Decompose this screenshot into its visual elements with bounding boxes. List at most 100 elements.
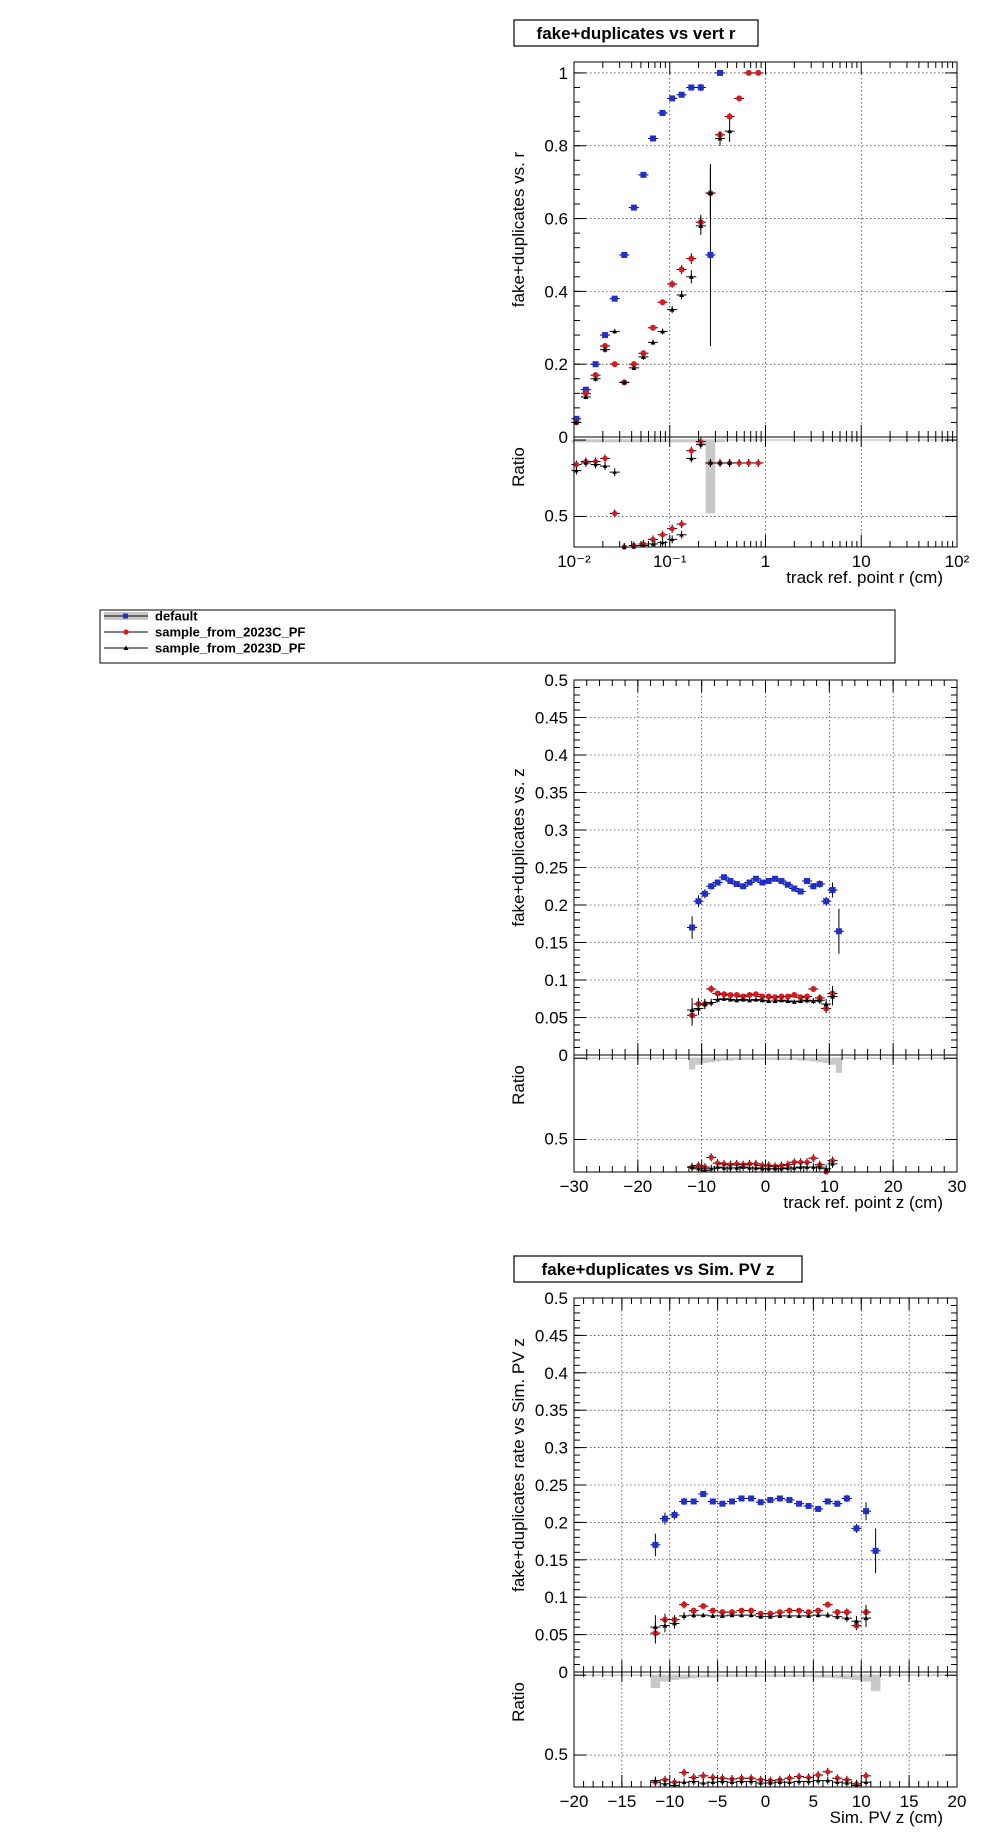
y-axis-title: fake+duplicates vs. z bbox=[509, 768, 528, 926]
data-point-default bbox=[738, 1495, 745, 1502]
ratio-band-bin bbox=[714, 1058, 721, 1062]
y-tick-label-zero: 0 bbox=[559, 1046, 568, 1065]
data-point-2023d bbox=[796, 1613, 802, 1618]
data-point-2023c bbox=[659, 299, 666, 306]
data-point-2023c bbox=[803, 993, 810, 1000]
ratio-band-bin bbox=[676, 440, 687, 443]
chart-panel-ref-z: −30 −20 −10 0 10 20 30 track ref. point z (cm) 0… bbox=[509, 671, 966, 1212]
data-point-default bbox=[872, 1547, 879, 1554]
ratio-point-2023d bbox=[709, 1166, 714, 1171]
ratio-point-2023d bbox=[689, 456, 694, 461]
ratio-point-2023d bbox=[672, 1783, 677, 1788]
data-point-default bbox=[649, 135, 656, 142]
x-tick-label: −5 bbox=[708, 1792, 727, 1811]
x-axis-title: Sim. PV z (cm) bbox=[830, 1808, 943, 1827]
data-point-default bbox=[697, 84, 704, 91]
data-point-2023c bbox=[776, 1609, 783, 1616]
series-default bbox=[650, 1490, 881, 1574]
data-point-default bbox=[834, 1500, 841, 1507]
ratio-point-2023d bbox=[729, 1780, 735, 1785]
data-point-2023d bbox=[834, 1614, 840, 1619]
data-point-2023d bbox=[844, 1615, 850, 1621]
data-point-default bbox=[573, 415, 580, 422]
data-point-2023d bbox=[708, 1000, 714, 1005]
ratio-point-2023d bbox=[574, 468, 579, 473]
data-point-2023d bbox=[602, 347, 608, 352]
series-d bbox=[650, 1609, 872, 1640]
data-point-2023d bbox=[640, 354, 646, 359]
data-point-default bbox=[602, 332, 609, 339]
data-point-2023d bbox=[753, 997, 759, 1002]
data-point-default bbox=[733, 881, 740, 887]
data-point-2023d bbox=[748, 1612, 754, 1618]
ratio-axis-title: Ratio bbox=[509, 447, 528, 487]
data-point-default bbox=[671, 1511, 678, 1518]
legend-label: sample_from_2023C_PF bbox=[155, 625, 305, 640]
ratio-point-2023c bbox=[753, 1161, 759, 1167]
data-point-2023c bbox=[719, 1609, 726, 1616]
ratio-band-bin bbox=[609, 440, 620, 443]
ratio-y-tick-label: 0.5 bbox=[544, 1745, 568, 1764]
ratio-band-bin bbox=[688, 1675, 699, 1679]
ratio-point-2023d bbox=[691, 1779, 696, 1784]
data-point-default bbox=[592, 361, 599, 368]
data-point-default bbox=[805, 1502, 812, 1509]
series-default bbox=[687, 874, 844, 954]
y-tick-label: 0.4 bbox=[544, 1364, 568, 1383]
ratio-axis-title: Ratio bbox=[509, 1682, 528, 1722]
ratio-point-2023d bbox=[720, 1779, 725, 1784]
data-point-2023d bbox=[830, 994, 836, 999]
x-tick-label: 0 bbox=[761, 1177, 770, 1196]
ratio-point-2023c bbox=[679, 521, 685, 527]
data-point-2023c bbox=[843, 1609, 850, 1616]
data-point-default bbox=[797, 888, 804, 895]
data-point-default bbox=[728, 1498, 735, 1505]
x-axis-title: track ref. point r (cm) bbox=[786, 568, 943, 587]
data-point-2023d bbox=[766, 998, 772, 1003]
ratio-point-2023d bbox=[717, 460, 723, 465]
data-point-default bbox=[824, 1498, 831, 1505]
data-point-2023d bbox=[759, 997, 765, 1003]
chart-title: fake+duplicates vs vert r bbox=[513, 19, 759, 47]
ratio-band-bin bbox=[581, 440, 591, 443]
data-point-default bbox=[823, 898, 830, 905]
data-point-2023d bbox=[815, 1612, 821, 1618]
data-point-2023c bbox=[786, 1607, 793, 1614]
grid-lines bbox=[574, 1298, 957, 1787]
data-point-default bbox=[803, 878, 810, 884]
data-point-2023d bbox=[652, 1624, 658, 1630]
ratio-point-2023d bbox=[669, 537, 675, 542]
data-point-2023c bbox=[728, 1609, 735, 1616]
y-axis-title: fake+duplicates rate vs Sim. PV z bbox=[509, 1338, 528, 1592]
data-point-2023d bbox=[767, 1614, 773, 1619]
data-point-default bbox=[688, 84, 695, 91]
ratio-band-bin bbox=[797, 1058, 804, 1061]
x-axis-ticks bbox=[573, 62, 958, 547]
data-point-default bbox=[784, 881, 791, 888]
ratio-point-2023d bbox=[825, 1778, 830, 1783]
x-tick-label: −20 bbox=[623, 1177, 652, 1196]
data-point-2023d bbox=[806, 1613, 812, 1618]
data-point-2023d bbox=[719, 1613, 725, 1618]
x-tick-label: −15 bbox=[607, 1792, 636, 1811]
data-point-2023d bbox=[758, 1614, 764, 1619]
data-point-2023c bbox=[714, 990, 721, 997]
ratio-point-2023d bbox=[602, 463, 608, 468]
ratio-band-bin bbox=[727, 1058, 734, 1061]
ratio-point-2023d bbox=[728, 1165, 733, 1170]
ratio-band-bin bbox=[701, 1058, 709, 1064]
data-point-2023c bbox=[640, 350, 647, 357]
ratio-band-bin bbox=[851, 1675, 862, 1680]
x-tick-label: 30 bbox=[948, 1177, 967, 1196]
ratio-point-2023c bbox=[708, 1154, 714, 1160]
ratio-band-bin bbox=[669, 1675, 680, 1680]
data-point-2023d bbox=[691, 1612, 697, 1618]
ratio-point-2023d bbox=[777, 1780, 783, 1785]
ratio-point-2023d bbox=[779, 1166, 784, 1171]
data-point-default bbox=[765, 878, 772, 884]
ratio-band-bin bbox=[733, 1058, 740, 1060]
legend-marker bbox=[123, 645, 129, 650]
data-point-2023c bbox=[757, 1610, 764, 1617]
ratio-band-bin bbox=[571, 440, 582, 443]
ratio-point-2023d bbox=[787, 1780, 792, 1785]
